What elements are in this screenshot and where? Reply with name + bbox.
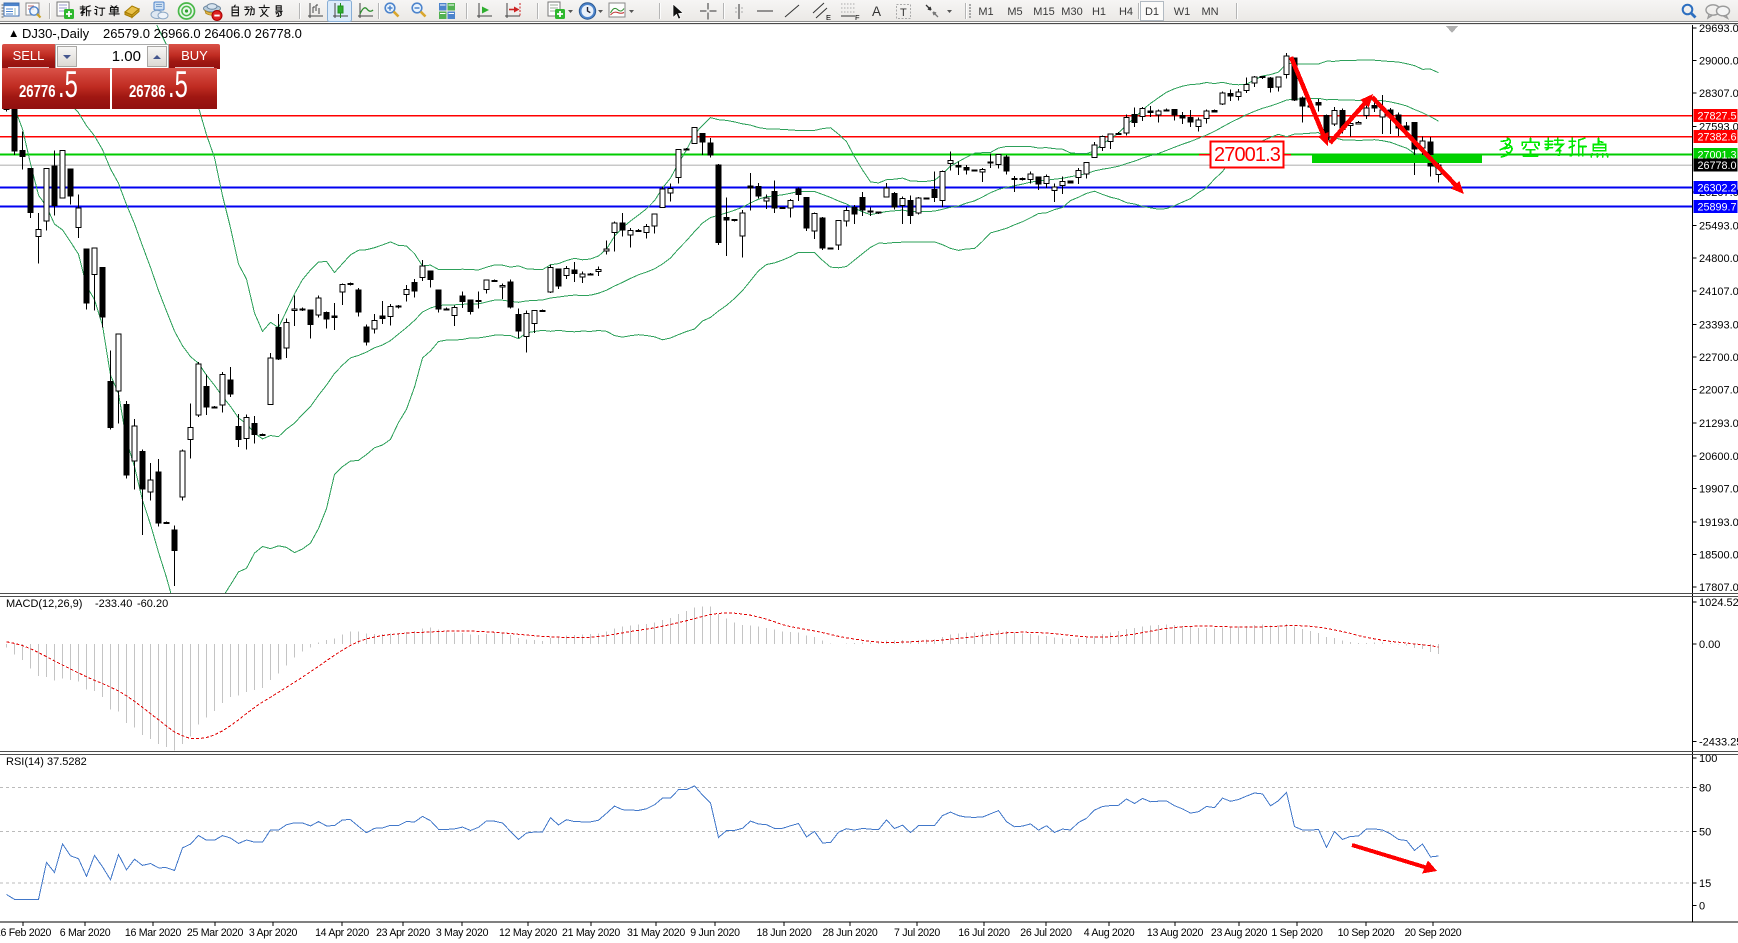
svg-text:17807.0: 17807.0 (1699, 582, 1738, 594)
svg-text:12 May 2020: 12 May 2020 (499, 927, 557, 939)
svg-text:23393.0: 23393.0 (1699, 319, 1738, 331)
svg-text:1024.52: 1024.52 (1699, 597, 1738, 609)
svg-text:16 Mar 2020: 16 Mar 2020 (125, 927, 182, 939)
svg-text:28 Jun 2020: 28 Jun 2020 (822, 927, 877, 939)
svg-text:M30: M30 (1061, 6, 1082, 18)
svg-text:100: 100 (1699, 753, 1717, 765)
svg-text:27827.5: 27827.5 (1698, 111, 1737, 123)
svg-text:D1: D1 (1145, 6, 1159, 18)
svg-text:18500.0: 18500.0 (1699, 550, 1738, 562)
svg-text:37.5282: 37.5282 (47, 756, 87, 768)
svg-text:14 Apr 2020: 14 Apr 2020 (315, 927, 369, 939)
svg-text:M15: M15 (1033, 6, 1054, 18)
svg-text:10 Sep 2020: 10 Sep 2020 (1338, 927, 1395, 939)
svg-text:29000.0: 29000.0 (1699, 56, 1738, 68)
svg-text:0.00: 0.00 (1699, 639, 1720, 651)
svg-text:13 Aug 2020: 13 Aug 2020 (1147, 927, 1204, 939)
svg-text:19193.0: 19193.0 (1699, 517, 1738, 529)
svg-text:MN: MN (1201, 6, 1218, 18)
svg-text:25899.7: 25899.7 (1698, 201, 1737, 213)
svg-text:27001.3: 27001.3 (1214, 144, 1281, 166)
svg-text:21293.0: 21293.0 (1699, 418, 1738, 430)
svg-text:0: 0 (1699, 900, 1705, 912)
svg-text:27382.6: 27382.6 (1698, 132, 1737, 144)
svg-text:M1: M1 (978, 6, 993, 18)
svg-text:T: T (900, 7, 907, 19)
svg-text:H1: H1 (1092, 6, 1106, 18)
svg-text:31 May 2020: 31 May 2020 (627, 927, 685, 939)
svg-text:3 Apr 2020: 3 Apr 2020 (249, 927, 298, 939)
svg-text:16 Jul 2020: 16 Jul 2020 (958, 927, 1010, 939)
svg-text:20600.0: 20600.0 (1699, 451, 1738, 463)
svg-text:24800.0: 24800.0 (1699, 253, 1738, 265)
svg-text:80: 80 (1699, 782, 1711, 794)
svg-text:26 Feb 2020: 26 Feb 2020 (0, 927, 51, 939)
svg-text:-233.40: -233.40 (95, 598, 132, 610)
svg-text:29693.0: 29693.0 (1699, 23, 1738, 35)
svg-text:23 Apr 2020: 23 Apr 2020 (376, 927, 430, 939)
svg-text:DJ30-,Daily: DJ30-,Daily (22, 26, 90, 41)
svg-text:28307.0: 28307.0 (1699, 88, 1738, 100)
svg-text:19907.0: 19907.0 (1699, 483, 1738, 495)
svg-text:3 May 2020: 3 May 2020 (436, 927, 489, 939)
svg-text:6 Mar 2020: 6 Mar 2020 (60, 927, 111, 939)
svg-text:W1: W1 (1174, 6, 1191, 18)
svg-text:22700.0: 22700.0 (1699, 352, 1738, 364)
svg-text:25493.0: 25493.0 (1699, 221, 1738, 233)
svg-text:50: 50 (1699, 827, 1711, 839)
svg-text:F: F (855, 13, 860, 22)
svg-text:26302.2: 26302.2 (1698, 183, 1737, 195)
svg-text:H4: H4 (1119, 6, 1133, 18)
svg-text:4 Aug 2020: 4 Aug 2020 (1084, 927, 1135, 939)
svg-text:21 May 2020: 21 May 2020 (562, 927, 620, 939)
svg-text:15: 15 (1699, 878, 1711, 890)
svg-text:1 Sep 2020: 1 Sep 2020 (1271, 927, 1323, 939)
svg-text:20 Sep 2020: 20 Sep 2020 (1405, 927, 1462, 939)
svg-text:RSI(14): RSI(14) (6, 756, 44, 768)
svg-text:22007.0: 22007.0 (1699, 385, 1738, 397)
svg-text:7 Jul 2020: 7 Jul 2020 (894, 927, 940, 939)
svg-text:24107.0: 24107.0 (1699, 286, 1738, 298)
svg-text:25 Mar 2020: 25 Mar 2020 (187, 927, 244, 939)
svg-text:18 Jun 2020: 18 Jun 2020 (756, 927, 811, 939)
svg-text:-60.20: -60.20 (137, 598, 168, 610)
svg-text:23 Aug 2020: 23 Aug 2020 (1211, 927, 1268, 939)
svg-text:26778.0: 26778.0 (1698, 160, 1737, 172)
svg-text:9 Jun 2020: 9 Jun 2020 (690, 927, 740, 939)
svg-text:E: E (826, 13, 831, 22)
svg-text:M5: M5 (1007, 6, 1022, 18)
svg-text:MACD(12,26,9): MACD(12,26,9) (6, 598, 82, 610)
svg-text:26 Jul 2020: 26 Jul 2020 (1020, 927, 1072, 939)
svg-text:-2433.25: -2433.25 (1699, 737, 1738, 749)
svg-text:▲: ▲ (8, 28, 19, 40)
svg-text:A: A (872, 4, 881, 19)
svg-text:26579.0 26966.0 26406.0 26778.: 26579.0 26966.0 26406.0 26778.0 (103, 26, 302, 41)
